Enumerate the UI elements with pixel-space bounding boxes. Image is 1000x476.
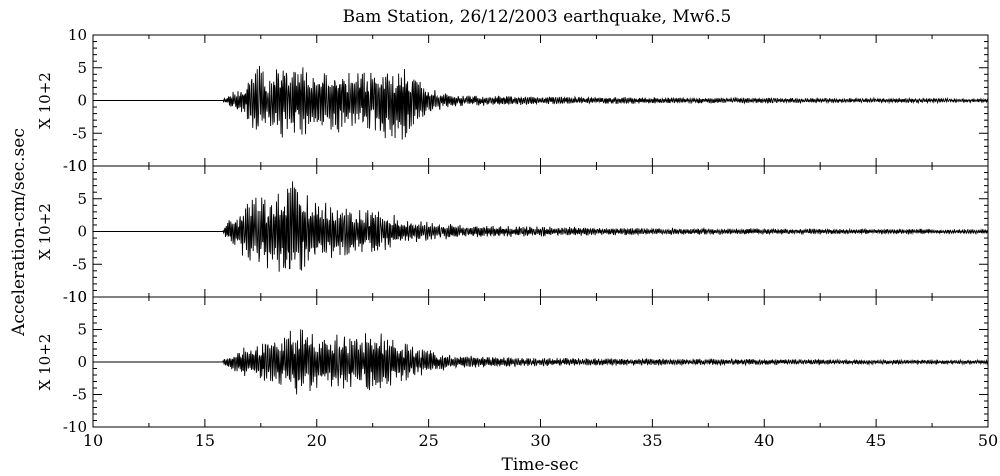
x-tick-label: 35 bbox=[642, 431, 662, 450]
y-tick-label: 0 bbox=[77, 353, 87, 371]
y-tick-label: 10 bbox=[68, 288, 87, 306]
x-tick-label: 40 bbox=[754, 431, 774, 450]
panel-2: 10 5 0 -5 -10 X 10+2 bbox=[36, 157, 989, 306]
y-tick-label: 10 bbox=[68, 157, 87, 175]
y-tick-label: 0 bbox=[77, 92, 87, 110]
acceleration-trace bbox=[93, 181, 989, 272]
chart-title: Bam Station, 26/12/2003 earthquake, Mw6.… bbox=[343, 7, 732, 27]
x-tick-label: 50 bbox=[978, 431, 998, 450]
y-multiplier-label: X 10+2 bbox=[36, 72, 54, 129]
panels-layer: 10 5 0 -5 -10 X 10+2 10 5 0 -5 -10 X 10+2 10 5 0 -5 -10 X… bbox=[36, 26, 989, 436]
y-tick-label: 0 bbox=[77, 223, 87, 241]
x-tick-label: 45 bbox=[866, 431, 886, 450]
y-tick-label: -5 bbox=[72, 255, 87, 273]
panel-1: 10 5 0 -5 -10 X 10+2 bbox=[36, 26, 989, 175]
x-tick-label: 20 bbox=[307, 431, 327, 450]
x-tick-label: 30 bbox=[530, 431, 550, 450]
y-tick-label: 5 bbox=[77, 190, 87, 208]
acceleration-trace bbox=[93, 329, 989, 395]
y-axis-label: Acceleration-cm/sec.sec bbox=[9, 128, 29, 337]
x-axis-label: Time-sec bbox=[501, 455, 578, 475]
y-tick-label: -5 bbox=[72, 386, 87, 404]
y-tick-label: -10 bbox=[63, 288, 87, 306]
x-axis: 10 15 20 25 30 35 40 45 50 bbox=[83, 431, 998, 450]
x-tick-label: 15 bbox=[195, 431, 215, 450]
y-multiplier-label: X 10+2 bbox=[36, 334, 54, 391]
y-tick-label: -10 bbox=[63, 157, 87, 175]
y-tick-label: 5 bbox=[77, 321, 87, 339]
y-tick-label: 5 bbox=[77, 59, 87, 77]
y-multiplier-label: X 10+2 bbox=[36, 203, 54, 260]
panel-3: 10 5 0 -5 -10 X 10+2 bbox=[36, 288, 989, 436]
y-tick-label: -10 bbox=[63, 418, 87, 436]
acceleration-trace bbox=[93, 65, 989, 140]
x-tick-label: 10 bbox=[83, 431, 103, 450]
x-tick-label: 25 bbox=[418, 431, 438, 450]
y-tick-label: 10 bbox=[68, 26, 87, 44]
y-tick-label: -5 bbox=[72, 124, 87, 142]
